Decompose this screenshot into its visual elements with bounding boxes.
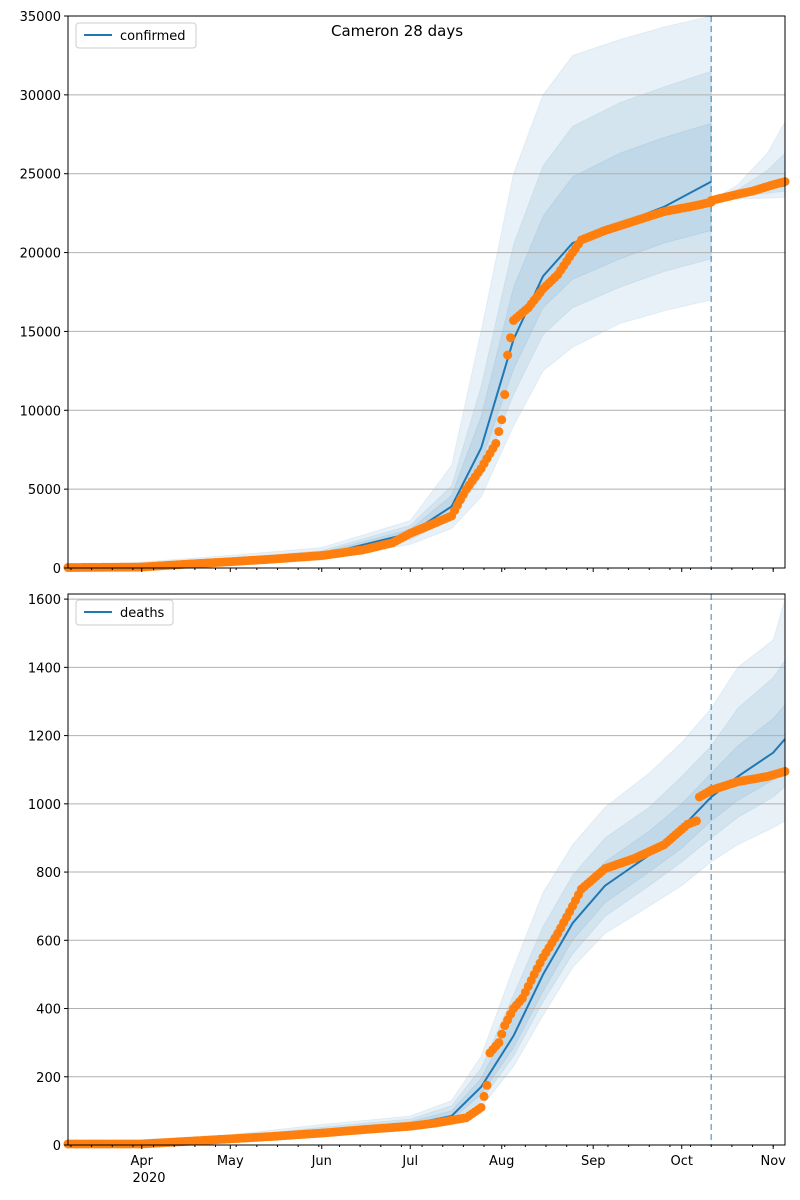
deaths-observed-point xyxy=(494,1038,504,1048)
x-tick-label: Nov xyxy=(761,1154,787,1169)
deaths-y-tick-label: 0 xyxy=(53,1139,61,1154)
deaths-gridlines xyxy=(68,598,785,1078)
deaths-y-tick-label: 1000 xyxy=(28,798,61,813)
x-tick-label: Sep xyxy=(581,1154,606,1169)
x-tick-label: Apr xyxy=(131,1154,154,1169)
confirmed-legend-label: confirmed xyxy=(120,29,186,44)
deaths-band-middle xyxy=(67,658,786,1146)
confirmed-y-tick-label: 30000 xyxy=(20,89,61,104)
deaths-y-tick-label: 1400 xyxy=(28,661,61,676)
confirmed-y-tick-label: 15000 xyxy=(20,325,61,340)
confirmed-observed-point xyxy=(494,427,504,437)
confirmed-observed-point xyxy=(506,333,516,343)
confirmed-y-tick-label: 35000 xyxy=(20,10,61,25)
deaths-y-tick-label: 1600 xyxy=(28,593,61,608)
confirmed-observed-point xyxy=(497,415,507,425)
deaths-y-tick-label: 200 xyxy=(36,1071,61,1086)
deaths-legend: deaths xyxy=(75,599,174,626)
confirmed-y-tick-label: 0 xyxy=(53,562,61,577)
deaths-observed-point xyxy=(479,1091,489,1101)
confirmed-observed-point xyxy=(503,350,513,360)
confirmed-y-tick-label: 10000 xyxy=(20,404,61,419)
x-tick-label: Aug xyxy=(489,1154,514,1169)
x-tick-label: Jul xyxy=(401,1154,418,1169)
deaths-observed-point xyxy=(497,1029,507,1039)
confirmed-panel: 0 5000 10000 15000 20000 25000 30000 35000 conf… xyxy=(20,10,790,577)
confirmed-band-inner xyxy=(67,122,712,569)
deaths-observed-point xyxy=(476,1102,486,1112)
confirmed-y-tick-label: 20000 xyxy=(20,247,61,262)
confirmed-observed-point xyxy=(491,438,501,448)
deaths-y-tick-label: 400 xyxy=(36,1003,61,1018)
deaths-legend-label: deaths xyxy=(120,606,165,621)
deaths-x-axis: Apr May Jun Jul Aug Sep Oct Nov xyxy=(70,1145,787,1169)
confirmed-legend: confirmed xyxy=(75,22,197,49)
x-tick-label: Jun xyxy=(311,1154,332,1169)
confirmed-observed-points xyxy=(63,177,790,573)
x-axis-year-label: 2020 xyxy=(132,1171,165,1186)
confirmed-y-tick-label: 25000 xyxy=(20,168,61,183)
deaths-panel: 0 200 400 600 800 1000 1200 1400 1600 Apr May Jun J… xyxy=(28,593,790,1169)
x-tick-label: Oct xyxy=(670,1154,692,1169)
x-tick-label: May xyxy=(217,1154,244,1169)
confirmed-uncertainty-bands xyxy=(67,15,786,569)
deaths-y-axis: 0 200 400 600 800 1000 1200 1400 1600 xyxy=(28,593,68,1154)
deaths-observed-point xyxy=(691,816,701,826)
confirmed-band-outer xyxy=(67,15,712,569)
deaths-y-tick-label: 800 xyxy=(36,866,61,881)
deaths-legend-box xyxy=(75,599,174,626)
confirmed-y-tick-label: 5000 xyxy=(28,483,61,498)
confirmed-observed-point xyxy=(500,390,510,400)
confirmed-y-axis: 0 5000 10000 15000 20000 25000 30000 35000 xyxy=(20,10,68,577)
confirmed-legend-box xyxy=(75,22,197,49)
deaths-y-tick-label: 1200 xyxy=(28,730,61,745)
confirmed-axes-frame xyxy=(67,15,786,569)
figure-title: Cameron 28 days xyxy=(331,22,463,40)
deaths-axes-frame xyxy=(67,593,786,1146)
deaths-observed-point xyxy=(482,1080,492,1090)
deaths-y-tick-label: 600 xyxy=(36,934,61,949)
